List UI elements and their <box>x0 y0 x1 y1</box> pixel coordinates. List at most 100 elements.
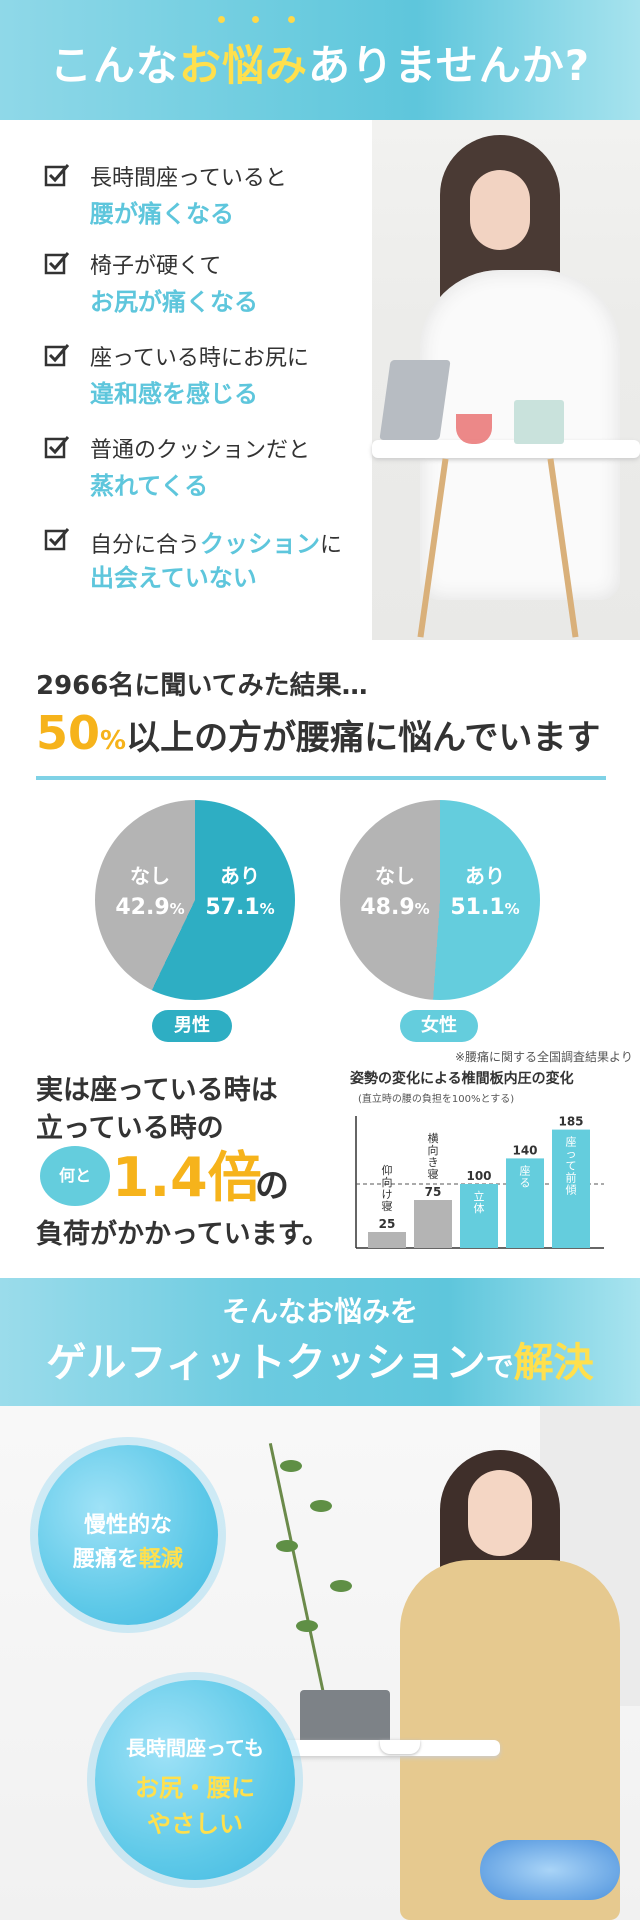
gender-badge-male: 男性 <box>152 1010 232 1042</box>
chart-bar <box>368 1232 406 1248</box>
benefit-text: 腰痛を軽減 <box>38 1541 218 1573</box>
worry-text: 普通のクッションだと <box>90 438 311 463</box>
plant-leaf <box>280 1460 302 1472</box>
gel-cushion <box>480 1840 620 1900</box>
plant-leaf <box>310 1500 332 1512</box>
benefit-highlight: やさしい <box>147 1810 243 1838</box>
benefit-bubble: 慢性的な 腰痛を軽減 <box>38 1445 218 1625</box>
solution-highlight: 解決 <box>513 1340 594 1386</box>
checkbox-checked-icon <box>44 252 70 275</box>
chart-bar <box>552 1129 590 1248</box>
benefit-text: 慢性的な <box>83 1513 172 1538</box>
solution-line1: そんなお悩みを <box>221 1295 418 1328</box>
fact-line: 立っている時の <box>36 1113 224 1144</box>
pie-slice-yes-label: あり 51.1% <box>440 860 530 920</box>
checkbox-checked-icon <box>44 164 70 187</box>
photo-table <box>372 440 640 458</box>
survey-result-text: 以上の方が腰痛に悩んでいます <box>126 718 601 758</box>
pie-unit: % <box>414 900 430 918</box>
pie-slice-yes-label: あり 57.1% <box>195 860 285 920</box>
pressure-bar-chart: 25 仰向け寝 75 横向き寝 100 立体 140 座る 185 座って前傾 <box>355 1115 604 1249</box>
worry-highlight: 出会えていない <box>90 564 257 592</box>
benefit-text: 長時間座っても <box>126 1736 264 1760</box>
chart-bar <box>460 1184 498 1248</box>
pie-label-text: なし <box>130 864 170 888</box>
pie-unit: % <box>169 900 185 918</box>
solution-line2: ゲルフィットクッションで解決 <box>0 1330 640 1388</box>
benefit-highlight: 軽減 <box>139 1547 184 1572</box>
survey-percent-sign: % <box>100 726 127 756</box>
pie-value: 48.9 <box>360 895 415 920</box>
photo-tablet <box>379 360 451 440</box>
worry-text: 椅子が硬くて <box>90 254 222 279</box>
worry-highlight: お尻が痛くなる <box>90 288 258 316</box>
survey-result: 50%以上の方が腰痛に悩んでいます <box>36 706 600 760</box>
chart-category-label: 仰向け寝 <box>382 1163 393 1213</box>
worry-highlight: 違和感を感じる <box>90 380 258 408</box>
pie-label-text: あり <box>220 864 260 888</box>
solution-particle: で <box>485 1350 514 1383</box>
worry-highlight: 腰が痛くなる <box>90 200 234 228</box>
pie-slice-no-label: なし 48.9% <box>350 860 440 920</box>
title-suffix: ありませんか? <box>307 41 591 90</box>
header-banner <box>0 0 640 120</box>
title-highlight: お悩み <box>178 41 308 90</box>
worry-text: 座っている時にお尻に <box>90 346 309 371</box>
worry-text-highlight: クッション <box>200 530 321 558</box>
title-prefix: こんな <box>49 41 179 90</box>
chart-title: 姿勢の変化による椎間板内圧の変化 <box>350 1071 574 1087</box>
pie-chart-male: なし 42.9% あり 57.1% <box>95 800 295 1000</box>
chart-value-label: 185 <box>558 1115 583 1129</box>
pie-unit: % <box>259 900 275 918</box>
benefit-bubble: 長時間座っても お尻・腰に やさしい <box>95 1680 295 1880</box>
chart-value-label: 140 <box>512 1143 537 1157</box>
photo-face <box>470 170 530 250</box>
checkbox-checked-icon <box>44 436 70 459</box>
pie-unit: % <box>504 900 520 918</box>
pie-label-text: あり <box>465 864 505 888</box>
times-value: 1.4倍 <box>112 1146 262 1209</box>
pie-value: 51.1 <box>450 895 505 920</box>
chart-bar <box>506 1158 544 1248</box>
fact-line: 実は座っている時は <box>36 1075 278 1106</box>
benefit-highlight: お尻・腰に <box>135 1774 255 1802</box>
source-note: ※腰痛に関する全国調査結果より <box>455 1050 633 1064</box>
photo-table <box>250 1740 500 1756</box>
survey-intro: 2966名に聞いてみた結果… <box>36 671 368 701</box>
times-suffix: の <box>255 1166 289 1206</box>
chart-category-label: 横向き寝 <box>428 1131 439 1181</box>
worry-text-part: に <box>320 533 343 558</box>
plant-leaf <box>296 1620 318 1632</box>
photo-laptop <box>300 1690 390 1745</box>
pie-slice-no-label: なし 42.9% <box>105 860 195 920</box>
chart-category-label: 立体 <box>474 1189 485 1215</box>
photo-calendar <box>514 400 564 444</box>
worry-text: 自分に合うクッションに <box>90 524 342 559</box>
chart-category-label: 座って前傾 <box>566 1135 577 1197</box>
solution-banner <box>0 1278 640 1406</box>
pie-value: 42.9 <box>115 895 170 920</box>
page-title: こんなお悩みありませんか? <box>0 32 640 93</box>
worry-text-part: 自分に合う <box>90 533 201 558</box>
checkbox-checked-icon <box>44 344 70 367</box>
pie-label-text: なし <box>375 864 415 888</box>
chart-value-label: 100 <box>466 1169 491 1183</box>
worry-text: 長時間座っていると <box>90 166 287 191</box>
photo-face <box>468 1470 532 1556</box>
chart-category-label: 座る <box>520 1163 531 1189</box>
pie-chart-female: なし 48.9% あり 51.1% <box>340 800 540 1000</box>
chart-value-label: 25 <box>379 1217 396 1231</box>
product-name: ゲルフィットクッション <box>46 1340 486 1386</box>
benefit-text-part: 腰痛を <box>72 1547 139 1572</box>
emphasis-dots <box>210 16 330 24</box>
plant-leaf <box>330 1580 352 1592</box>
chart-subtitle: (直立時の腰の負担を100%とする) <box>358 1094 515 1105</box>
chart-bar <box>414 1200 452 1248</box>
checkbox-checked-icon <box>44 528 70 551</box>
survey-percent: 50 <box>36 706 101 760</box>
pie-value: 57.1 <box>205 895 260 920</box>
fact-line: 負荷がかかっています。 <box>36 1219 329 1250</box>
worry-highlight: 蒸れてくる <box>90 472 209 500</box>
photo-cup <box>380 1740 420 1754</box>
photo-glass <box>456 414 492 444</box>
